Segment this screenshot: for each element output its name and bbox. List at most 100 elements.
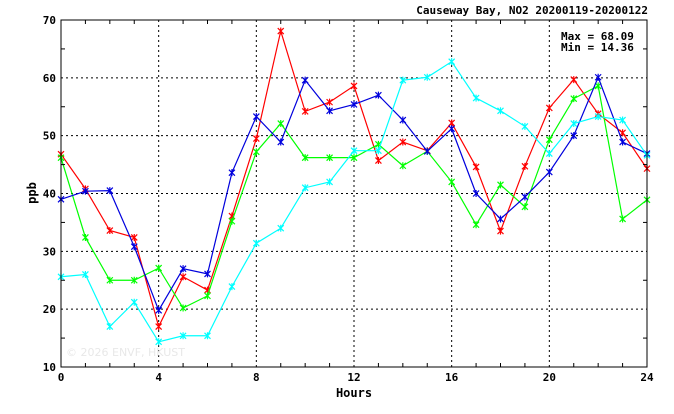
data-point <box>448 58 456 66</box>
data-point <box>81 233 89 241</box>
data-point <box>155 306 163 314</box>
data-point <box>277 224 285 232</box>
x-axis-title: Hours <box>336 386 372 400</box>
data-point <box>301 184 309 192</box>
data-point <box>252 148 260 156</box>
data-point <box>399 76 407 84</box>
data-point <box>179 332 187 340</box>
series-1 <box>57 27 651 331</box>
plot-frame <box>60 19 648 368</box>
data-point <box>472 221 480 229</box>
x-tick-label: 24 <box>640 371 654 384</box>
data-point <box>81 187 89 195</box>
data-point <box>277 27 285 35</box>
data-point <box>594 73 602 81</box>
x-tick-label: 16 <box>445 371 459 384</box>
series-4 <box>57 58 651 346</box>
data-point <box>619 129 627 137</box>
y-tick-label: 20 <box>43 303 56 316</box>
data-point <box>228 283 236 291</box>
data-point <box>179 304 187 312</box>
data-point <box>130 233 138 241</box>
y-tick-label: 30 <box>43 245 56 258</box>
data-point <box>350 82 358 90</box>
data-point <box>521 162 529 170</box>
x-tick-label: 8 <box>253 371 260 384</box>
x-tick-label: 4 <box>155 371 162 384</box>
data-point <box>106 276 114 284</box>
data-point <box>497 215 504 223</box>
data-point <box>448 178 456 186</box>
data-point <box>301 154 309 162</box>
data-point <box>497 107 504 115</box>
data-point <box>130 276 138 284</box>
data-point <box>277 138 285 146</box>
data-point <box>155 323 163 331</box>
data-point <box>204 332 211 340</box>
data-point <box>570 120 578 128</box>
data-point <box>252 135 260 143</box>
tick-labels: 0 4 8 12 16 20 24 10 20 30 40 50 60 70 <box>43 14 654 384</box>
data-point <box>301 76 309 84</box>
data-point <box>570 76 578 84</box>
data-point <box>521 203 529 211</box>
y-tick-label: 50 <box>43 130 56 143</box>
data-point <box>619 215 627 223</box>
data-point <box>545 104 553 112</box>
x-tick-label: 20 <box>543 371 556 384</box>
data-point <box>204 292 211 300</box>
data-point <box>521 193 529 201</box>
grid <box>61 20 647 367</box>
data-point <box>204 270 211 278</box>
data-point <box>472 163 480 171</box>
data-point <box>619 116 627 124</box>
data-point <box>326 154 334 162</box>
data-point <box>130 298 138 306</box>
data-point <box>374 91 382 99</box>
series-3 <box>57 73 651 314</box>
x-tick-label: 0 <box>58 371 65 384</box>
data-point <box>448 125 456 133</box>
data-point <box>399 162 407 170</box>
data-point <box>399 138 407 146</box>
data-point <box>81 270 89 278</box>
y-tick-label: 60 <box>43 72 56 85</box>
y-tick-label: 70 <box>43 14 56 27</box>
watermark: © 2026 ENVF, HKUST <box>66 346 185 359</box>
data-point <box>350 154 358 162</box>
data-point <box>106 187 114 195</box>
data-point <box>594 113 602 121</box>
data-point <box>106 323 114 331</box>
data-point <box>374 147 382 155</box>
data-point <box>326 107 334 115</box>
max-label: Max = 68.09 <box>561 30 634 43</box>
data-point <box>130 243 138 251</box>
chart-title: Causeway Bay, NO2 20200119-20200122 <box>416 4 648 17</box>
data-point <box>399 116 407 124</box>
min-label: Min = 14.36 <box>561 41 634 54</box>
data-point <box>277 120 285 128</box>
data-point <box>252 113 260 121</box>
data-point <box>326 178 334 186</box>
y-axis-title: ppb <box>25 182 39 204</box>
data-point <box>497 227 504 235</box>
data-point <box>472 190 480 197</box>
data-point <box>252 239 260 247</box>
data-point <box>179 273 187 281</box>
y-tick-label: 10 <box>43 361 56 374</box>
data-point <box>472 94 480 102</box>
data-point <box>374 157 382 165</box>
data-point <box>423 73 431 81</box>
data-point <box>545 168 553 176</box>
series-layer <box>57 27 651 346</box>
data-point <box>545 136 553 144</box>
data-point <box>570 132 578 140</box>
x-tick-label: 12 <box>347 371 360 384</box>
data-point <box>423 147 431 155</box>
data-point <box>228 169 236 177</box>
data-point <box>155 338 163 346</box>
data-point <box>497 181 504 189</box>
data-point <box>179 265 187 273</box>
